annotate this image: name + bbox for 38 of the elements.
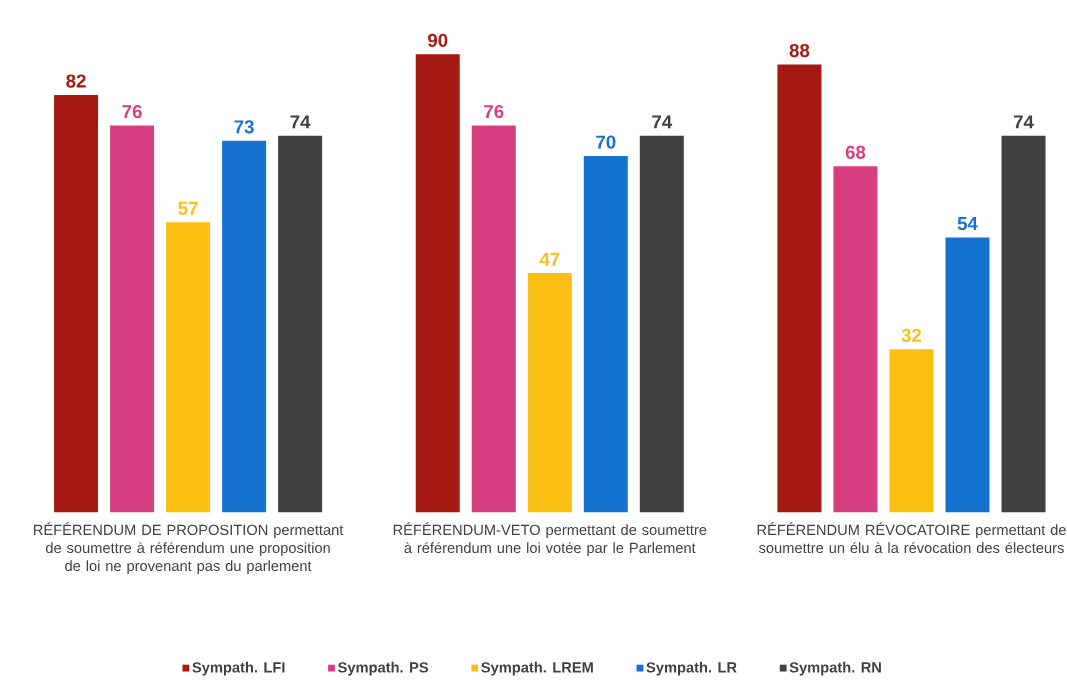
data-label: 74 bbox=[1013, 115, 1034, 129]
x-tick-label: RÉFÉRENDUM-VETO permettant de soumettre à référendum une loi votée par le Parlement bbox=[393, 522, 707, 556]
legend-label: Sympath. RN bbox=[789, 661, 881, 676]
bar bbox=[54, 94, 99, 513]
bar bbox=[833, 166, 878, 513]
legend-label: Sympath. LFI bbox=[192, 661, 285, 676]
bar bbox=[889, 349, 934, 513]
bar bbox=[1001, 135, 1046, 513]
data-label: 76 bbox=[484, 104, 504, 119]
legend-label: Sympath. LR bbox=[646, 661, 737, 676]
bar bbox=[278, 135, 323, 513]
data-label: 32 bbox=[901, 328, 922, 342]
bar bbox=[583, 155, 628, 513]
data-label: 68 bbox=[845, 145, 866, 159]
bar bbox=[945, 237, 990, 513]
bar bbox=[222, 140, 267, 513]
data-label: 54 bbox=[957, 216, 978, 230]
data-label: 76 bbox=[122, 104, 142, 119]
data-label: 73 bbox=[234, 120, 254, 134]
bar bbox=[415, 54, 460, 513]
data-label: 88 bbox=[789, 43, 810, 58]
bar bbox=[777, 64, 822, 513]
data-label: 74 bbox=[290, 115, 311, 129]
bar bbox=[166, 222, 211, 513]
bar bbox=[527, 272, 572, 513]
x-tick-label: RÉFÉRENDUM DE PROPOSITION permettant de soumettre à référendum une proposition de loi ne provenant pas du parlement bbox=[34, 522, 344, 574]
data-label: 57 bbox=[178, 201, 198, 215]
x-tick-label: RÉFÉRENDUM RÉVOCATOIRE permettant de soumettre un élu à la révocation des électeurs bbox=[757, 522, 1066, 553]
legend-label: Sympath. LREM bbox=[481, 661, 593, 676]
data-label: 47 bbox=[539, 252, 560, 266]
bar bbox=[471, 125, 516, 513]
data-label: 90 bbox=[428, 33, 448, 47]
data-label: 82 bbox=[66, 74, 86, 88]
bar bbox=[110, 125, 155, 513]
data-label: 70 bbox=[596, 135, 616, 149]
legend-label: Sympath. PS bbox=[338, 661, 429, 676]
bar bbox=[639, 135, 684, 513]
data-label: 74 bbox=[652, 115, 673, 129]
